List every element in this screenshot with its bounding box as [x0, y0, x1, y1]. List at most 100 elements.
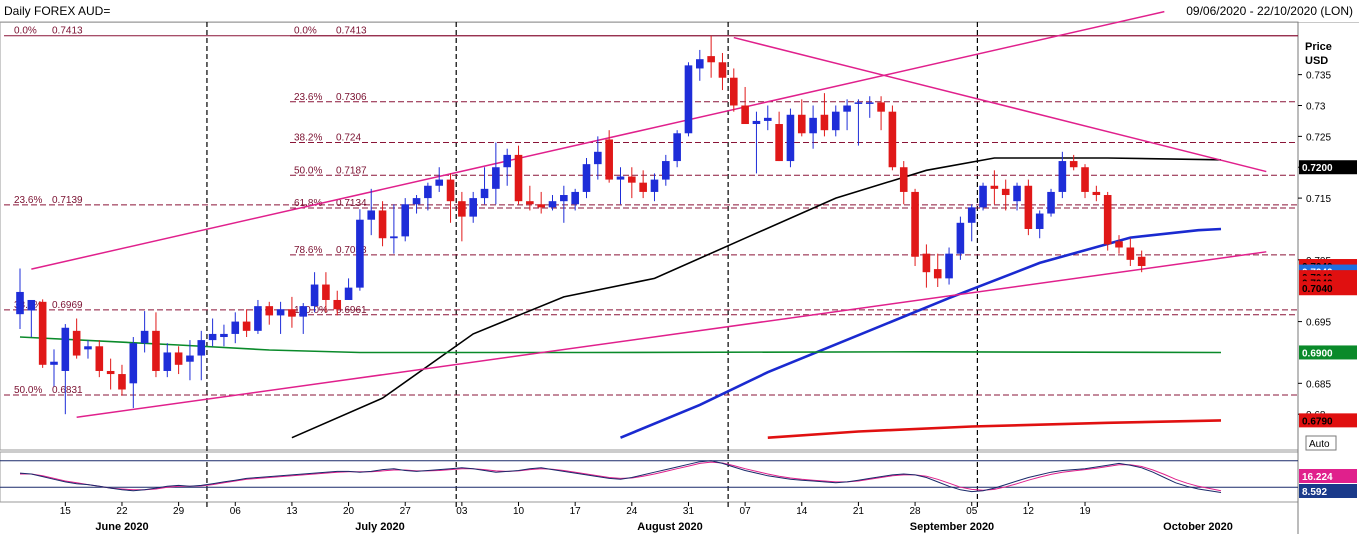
candle-body — [412, 198, 421, 205]
candle-2020-07-01 — [197, 330, 206, 381]
price-tick-7: 0.685 — [1306, 379, 1331, 390]
price-tick-1: 0.73 — [1306, 101, 1326, 112]
candle-body — [933, 269, 942, 279]
price-box-0 — [1299, 160, 1357, 175]
candle-2020-09-02 — [707, 35, 715, 78]
candle-body — [707, 56, 715, 63]
candle-2020-10-15 — [1069, 154, 1078, 171]
candle-body — [1013, 185, 1021, 202]
date-tick-7: 03 — [456, 506, 468, 517]
candle-2020-06-16 — [72, 318, 81, 359]
candle-body — [537, 204, 545, 208]
candle-2020-08-20 — [605, 130, 613, 183]
oscillator-value-0: 16.224 — [1302, 472, 1333, 483]
date-tick-11: 31 — [683, 506, 695, 517]
candle-body — [854, 102, 863, 104]
candle-body — [140, 330, 149, 344]
candle-body — [27, 299, 36, 311]
trendline-1 — [76, 251, 1267, 419]
fib-mid-label-1: 23.6% — [294, 92, 322, 103]
candle-body — [231, 321, 240, 334]
moving-average-line-1 — [620, 227, 1222, 439]
candle-body — [786, 114, 795, 162]
candle-2020-08-07 — [503, 148, 511, 186]
candle-2020-09-10 — [775, 111, 783, 162]
candle-body — [299, 306, 308, 317]
price-axis-unit: USD — [1305, 55, 1328, 67]
fib-mid-label-0: 0.0% — [294, 26, 317, 37]
candle-body — [967, 207, 976, 223]
candle-2020-09-01 — [696, 49, 704, 81]
candle-body — [424, 185, 432, 199]
candle-2020-07-20 — [344, 278, 353, 300]
candle-2020-07-30 — [435, 167, 444, 192]
candle-body — [639, 182, 647, 192]
candle-2020-07-16 — [322, 272, 330, 313]
candle-2020-08-17 — [571, 188, 579, 211]
candle-2020-10-08 — [1013, 182, 1021, 211]
candle-2020-10-05 — [979, 182, 987, 211]
candle-2020-07-07 — [242, 309, 251, 338]
candle-2020-07-13 — [288, 296, 296, 328]
fib-mid-value-4: 0.7134 — [336, 198, 367, 209]
candle-body — [390, 236, 398, 239]
fib-mid-value-0: 0.7413 — [336, 26, 367, 37]
candle-2020-08-03 — [458, 191, 466, 242]
price-axis: PriceUSD0.7350.730.7250.720.7150.7050.69… — [1298, 41, 1357, 451]
date-tick-8: 10 — [513, 506, 525, 517]
candle-2020-06-22 — [118, 364, 126, 396]
date-tick-17: 12 — [1023, 506, 1035, 517]
candle-body — [979, 185, 987, 208]
candle-body — [843, 105, 851, 112]
candle-2020-07-06 — [231, 312, 240, 344]
date-tick-3: 06 — [230, 506, 242, 517]
candle-2020-10-01 — [956, 216, 965, 260]
oscillator-panel-border — [0, 451, 1299, 503]
candle-2020-08-04 — [469, 191, 477, 223]
candle-2020-10-20 — [1103, 191, 1112, 251]
candle-body — [435, 179, 444, 186]
candle-body — [61, 327, 70, 371]
candle-2020-08-24 — [628, 167, 636, 199]
fib-mid-label-5: 78.6% — [294, 245, 322, 256]
candle-body — [1092, 191, 1101, 196]
candle-2020-08-11 — [526, 185, 534, 211]
candle-2020-07-21 — [356, 209, 364, 291]
candle-2020-09-09 — [763, 105, 772, 131]
candle-2020-06-24 — [140, 311, 149, 353]
candle-body — [1001, 188, 1010, 196]
date-axis: 15 22 29 06 13 20 27 03 10 17 24 31 07 14 21 28 05 12 19 Ju… — [60, 502, 1233, 533]
price-box-7 — [1299, 413, 1357, 428]
candle-body — [288, 309, 296, 317]
candle-body — [1024, 185, 1033, 229]
candle-2020-08-13 — [548, 195, 557, 211]
candle-2020-09-08 — [752, 111, 761, 174]
candle-2020-08-28 — [673, 130, 681, 168]
candle-body — [401, 204, 410, 237]
price-box-6 — [1299, 345, 1357, 360]
fib-left-label-1: 23.6% — [14, 195, 42, 206]
candle-2020-09-24 — [888, 105, 897, 171]
candle-body — [333, 299, 342, 310]
price-box-value-0: 0.7200 — [1302, 163, 1333, 174]
date-tick-18: 19 — [1079, 506, 1091, 517]
date-tick-13: 14 — [796, 506, 808, 517]
candle-2020-09-18 — [843, 99, 851, 131]
candle-2020-08-25 — [639, 170, 647, 199]
price-box-5 — [1299, 281, 1357, 296]
price-box-value-5: 0.7040 — [1302, 284, 1333, 295]
candle-2020-07-02 — [208, 318, 217, 347]
candle-body — [605, 139, 613, 180]
candle-2020-09-21 — [854, 99, 863, 146]
candle-body — [594, 151, 602, 165]
candle-2020-08-31 — [684, 62, 693, 137]
candle-body — [344, 287, 353, 300]
candle-2020-06-18 — [95, 340, 104, 378]
date-tick-14: 21 — [853, 506, 865, 517]
candle-2020-07-03 — [220, 324, 228, 347]
candle-2020-07-17 — [333, 290, 342, 316]
candle-2020-07-23 — [378, 201, 387, 247]
candles — [16, 35, 1146, 415]
date-tick-10: 24 — [626, 506, 638, 517]
